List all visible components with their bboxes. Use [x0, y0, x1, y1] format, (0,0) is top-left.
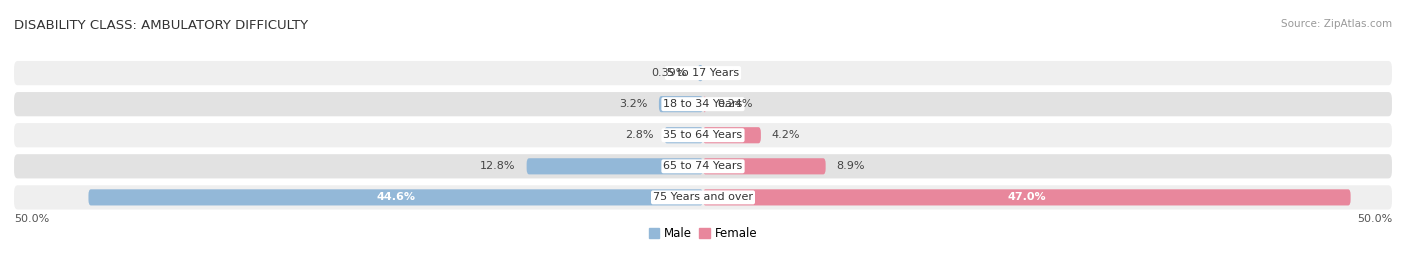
FancyBboxPatch shape: [14, 185, 1392, 210]
Text: 3.2%: 3.2%: [620, 99, 648, 109]
FancyBboxPatch shape: [527, 158, 703, 174]
Text: 65 to 74 Years: 65 to 74 Years: [664, 161, 742, 171]
FancyBboxPatch shape: [14, 154, 1392, 178]
Text: 5 to 17 Years: 5 to 17 Years: [666, 68, 740, 78]
Text: 8.9%: 8.9%: [837, 161, 865, 171]
FancyBboxPatch shape: [14, 123, 1392, 147]
FancyBboxPatch shape: [14, 61, 1392, 85]
FancyBboxPatch shape: [665, 127, 703, 143]
Text: 0.24%: 0.24%: [717, 99, 752, 109]
Text: 50.0%: 50.0%: [1357, 214, 1392, 224]
Legend: Male, Female: Male, Female: [644, 222, 762, 245]
FancyBboxPatch shape: [697, 65, 703, 81]
Text: DISABILITY CLASS: AMBULATORY DIFFICULTY: DISABILITY CLASS: AMBULATORY DIFFICULTY: [14, 19, 308, 32]
FancyBboxPatch shape: [703, 96, 706, 112]
Text: 0.39%: 0.39%: [651, 68, 686, 78]
Text: 50.0%: 50.0%: [14, 214, 49, 224]
Text: 4.2%: 4.2%: [772, 130, 800, 140]
FancyBboxPatch shape: [14, 92, 1392, 116]
Text: 44.6%: 44.6%: [377, 192, 415, 202]
FancyBboxPatch shape: [703, 189, 1351, 206]
FancyBboxPatch shape: [659, 96, 703, 112]
Text: 12.8%: 12.8%: [479, 161, 516, 171]
Text: 2.8%: 2.8%: [624, 130, 654, 140]
Text: 75 Years and over: 75 Years and over: [652, 192, 754, 202]
Text: 47.0%: 47.0%: [1008, 192, 1046, 202]
FancyBboxPatch shape: [89, 189, 703, 206]
FancyBboxPatch shape: [703, 127, 761, 143]
FancyBboxPatch shape: [703, 158, 825, 174]
Text: Source: ZipAtlas.com: Source: ZipAtlas.com: [1281, 19, 1392, 29]
Text: 18 to 34 Years: 18 to 34 Years: [664, 99, 742, 109]
Text: 35 to 64 Years: 35 to 64 Years: [664, 130, 742, 140]
